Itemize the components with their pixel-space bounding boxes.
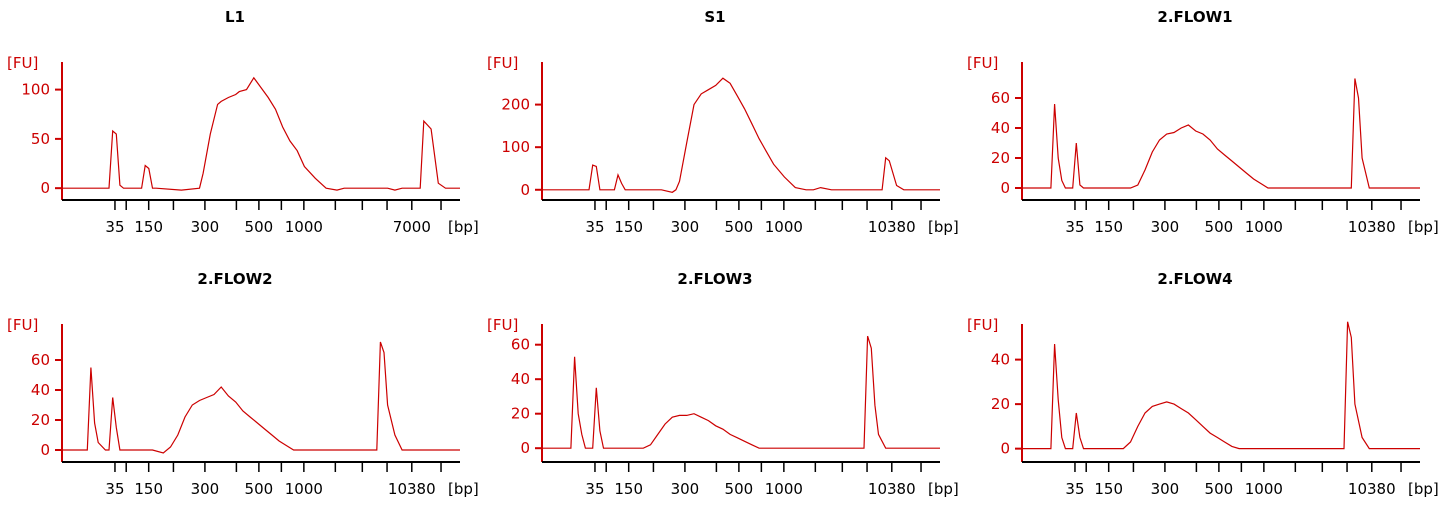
electropherogram-trace [1022, 321, 1420, 450]
x-tick-label: 35 [105, 480, 124, 498]
y-tick-label: 60 [511, 336, 530, 354]
chart-svg: 2.FLOW4 [FU] 0 20 40 35 150 300 500 1000 10380 [bp] [967, 270, 1439, 498]
y-tick-label: 20 [511, 405, 530, 423]
y-tick-label: 0 [40, 179, 50, 197]
y-tick-label: 20 [991, 395, 1010, 413]
x-tick-label: 150 [1094, 480, 1123, 498]
electropherogram-trace [62, 76, 460, 191]
y-tick-label: 50 [31, 130, 50, 148]
x-tick-label: 1000 [1245, 218, 1283, 236]
electropherogram-trace [542, 335, 940, 449]
x-tick-label: 150 [614, 480, 643, 498]
x-tick-label: 500 [1205, 218, 1234, 236]
y-tick-label: 0 [40, 441, 50, 459]
x-tick-label: 35 [1065, 218, 1084, 236]
chart-title: 2.FLOW4 [1157, 270, 1232, 288]
y-tick-label: 40 [991, 351, 1010, 369]
x-tick-label: 7000 [393, 218, 431, 236]
y-tick-label: 0 [520, 439, 530, 457]
y-tick-label: 60 [31, 351, 50, 369]
x-tick-label: 150 [134, 218, 163, 236]
chart-svg: 2.FLOW2 [FU] 0 20 40 60 35 150 300 500 1000 10380 [b… [7, 270, 479, 498]
y-tick-label: 0 [520, 181, 530, 199]
x-tick-label: 1000 [765, 480, 803, 498]
x-tick-label: 35 [1065, 480, 1084, 498]
chart-svg: 2.FLOW1 [FU] 0 20 40 60 35 150 300 500 1000 10380 [b… [967, 8, 1439, 236]
x-tick-label: 150 [134, 480, 163, 498]
chart-title: L1 [225, 8, 245, 26]
y-tick-label: 40 [31, 381, 50, 399]
chart-panel-flow3: 2.FLOW3 [FU] 0 20 40 60 35 150 300 500 1000 10380 [b… [480, 262, 959, 512]
x-tick-label: 150 [614, 218, 643, 236]
x-tick-label: 10380 [1348, 218, 1396, 236]
electropherogram-trace [1022, 78, 1420, 189]
y-axis-label: [FU] [487, 316, 518, 334]
y-axis-label: [FU] [7, 316, 38, 334]
x-tick-label: 35 [105, 218, 124, 236]
y-tick-label: 20 [31, 411, 50, 429]
x-tick-label: 150 [1094, 218, 1123, 236]
y-axis-label: [FU] [7, 54, 38, 72]
x-tick-label: 1000 [765, 218, 803, 236]
electropherogram-trace [62, 341, 460, 454]
chart-title: 2.FLOW1 [1157, 8, 1232, 26]
y-tick-label: 40 [991, 119, 1010, 137]
chart-svg: S1 [FU] 0 100 200 35 150 300 500 1000 10380 [bp] [487, 8, 959, 236]
x-tick-label: 500 [245, 218, 274, 236]
x-tick-label: 10380 [868, 480, 916, 498]
y-tick-label: 100 [501, 138, 530, 156]
x-tick-label: 500 [725, 218, 754, 236]
x-tick-label: 500 [1205, 480, 1234, 498]
x-tick-label: 300 [1151, 218, 1180, 236]
chart-svg: 2.FLOW3 [FU] 0 20 40 60 35 150 300 500 1000 10380 [b… [487, 270, 959, 498]
chart-panel-flow2: 2.FLOW2 [FU] 0 20 40 60 35 150 300 500 1000 10380 [b… [0, 262, 479, 512]
chart-title: S1 [704, 8, 725, 26]
x-tick-label: 1000 [285, 480, 323, 498]
x-axis-label: [bp] [448, 480, 479, 498]
y-axis-label: [FU] [487, 54, 518, 72]
chart-title: 2.FLOW2 [197, 270, 272, 288]
x-tick-label: 300 [191, 480, 220, 498]
y-tick-label: 0 [1000, 440, 1010, 458]
chart-panel-s1: S1 [FU] 0 100 200 35 150 300 500 1000 10380 [bp] [480, 0, 959, 250]
x-tick-label: 300 [671, 218, 700, 236]
x-tick-label: 300 [671, 480, 700, 498]
x-tick-label: 1000 [285, 218, 323, 236]
x-axis-label: [bp] [1408, 218, 1439, 236]
y-axis-label: [FU] [967, 316, 998, 334]
x-tick-label: 500 [245, 480, 274, 498]
x-tick-label: 35 [585, 480, 604, 498]
x-axis-label: [bp] [448, 218, 479, 236]
y-tick-label: 200 [501, 96, 530, 114]
chart-panel-flow1: 2.FLOW1 [FU] 0 20 40 60 35 150 300 500 1000 10380 [b… [960, 0, 1439, 250]
x-tick-label: 300 [191, 218, 220, 236]
chart-svg: L1 [FU] 0 50 100 35 150 300 500 1000 7000 [bp] [7, 8, 479, 236]
x-tick-label: 300 [1151, 480, 1180, 498]
x-tick-label: 10380 [868, 218, 916, 236]
x-tick-label: 10380 [1348, 480, 1396, 498]
chart-title: 2.FLOW3 [677, 270, 752, 288]
x-tick-label: 10380 [388, 480, 436, 498]
y-tick-label: 0 [1000, 179, 1010, 197]
x-axis-label: [bp] [928, 480, 959, 498]
chart-panel-flow4: 2.FLOW4 [FU] 0 20 40 35 150 300 500 1000 10380 [bp] [960, 262, 1439, 512]
y-axis-label: [FU] [967, 54, 998, 72]
y-tick-label: 60 [991, 89, 1010, 107]
y-tick-label: 100 [21, 81, 50, 99]
x-axis-label: [bp] [928, 218, 959, 236]
chart-panel-l1: L1 [FU] 0 50 100 35 150 300 500 1000 7000 [bp] [0, 0, 479, 250]
electropherogram-trace [542, 77, 940, 193]
x-axis-label: [bp] [1408, 480, 1439, 498]
y-tick-label: 20 [991, 149, 1010, 167]
x-tick-label: 500 [725, 480, 754, 498]
y-tick-label: 40 [511, 370, 530, 388]
x-tick-label: 1000 [1245, 480, 1283, 498]
x-tick-label: 35 [585, 218, 604, 236]
